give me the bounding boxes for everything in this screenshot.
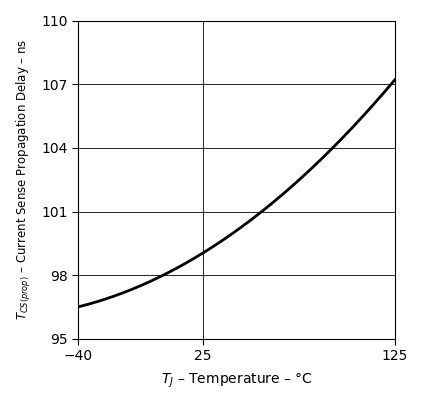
X-axis label: $T_J$ – Temperature – °C: $T_J$ – Temperature – °C	[161, 372, 312, 390]
Y-axis label: $T_{CS(prop)}$ – Current Sense Propagation Delay – ns: $T_{CS(prop)}$ – Current Sense Propagati…	[15, 39, 33, 320]
